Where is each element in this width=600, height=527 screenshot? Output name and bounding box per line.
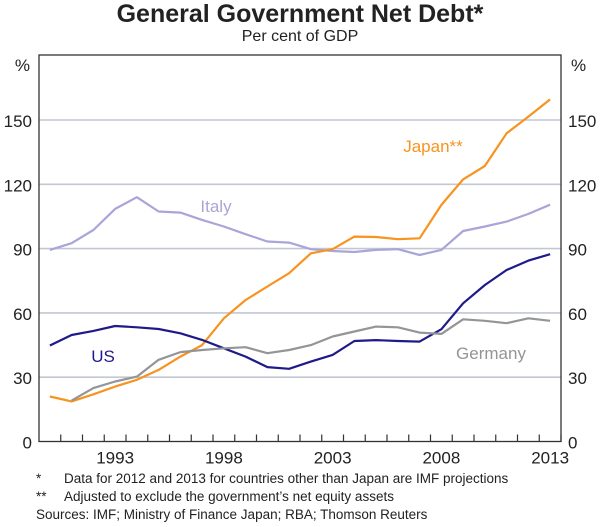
series-label-japan: Japan** <box>403 137 463 156</box>
y-tick-label-right: 0 <box>568 434 577 453</box>
y-tick-label-left: 0 <box>23 434 32 453</box>
y-tick-label-right: 60 <box>568 305 587 324</box>
x-tick-label: 2008 <box>422 449 460 468</box>
series-label-italy: Italy <box>200 197 232 216</box>
series-line-japan <box>49 98 551 403</box>
x-tick-label: 1993 <box>96 449 134 468</box>
y-tick-label-right: 30 <box>568 369 587 388</box>
y-axis-label-right: % <box>571 56 586 75</box>
y-tick-label-right: 90 <box>568 241 587 260</box>
y-tick-label-left: 90 <box>13 241 32 260</box>
x-tick-label: 2013 <box>531 449 569 468</box>
y-tick-label-left: 30 <box>13 369 32 388</box>
x-tick-label: 2003 <box>314 449 352 468</box>
footnote-1: * Data for 2012 and 2013 for countries ot… <box>36 471 509 486</box>
chart-title: General Government Net Debt* <box>116 0 484 28</box>
series-line-italy <box>49 196 551 257</box>
y-tick-label-right: 150 <box>568 112 596 131</box>
sources: Sources: IMF; Ministry of Finance Japan;… <box>36 507 428 522</box>
y-tick-label-left: 120 <box>4 176 32 195</box>
y-tick-label-left: 150 <box>4 112 32 131</box>
footnotes: * Data for 2012 and 2013 for countries ot… <box>36 470 508 524</box>
series-label-germany: Germany <box>456 344 526 363</box>
series-line-us <box>49 253 551 370</box>
series-label-us: US <box>91 347 115 366</box>
chart-subtitle: Per cent of GDP <box>241 28 359 45</box>
x-tick-label: 1998 <box>205 449 243 468</box>
footnote-2: ** Adjusted to exclude the government’s n… <box>36 489 394 504</box>
y-axis-label-left: % <box>15 56 30 75</box>
series-line-germany <box>71 317 551 402</box>
y-tick-label-left: 60 <box>13 305 32 324</box>
y-tick-label-right: 120 <box>568 176 596 195</box>
